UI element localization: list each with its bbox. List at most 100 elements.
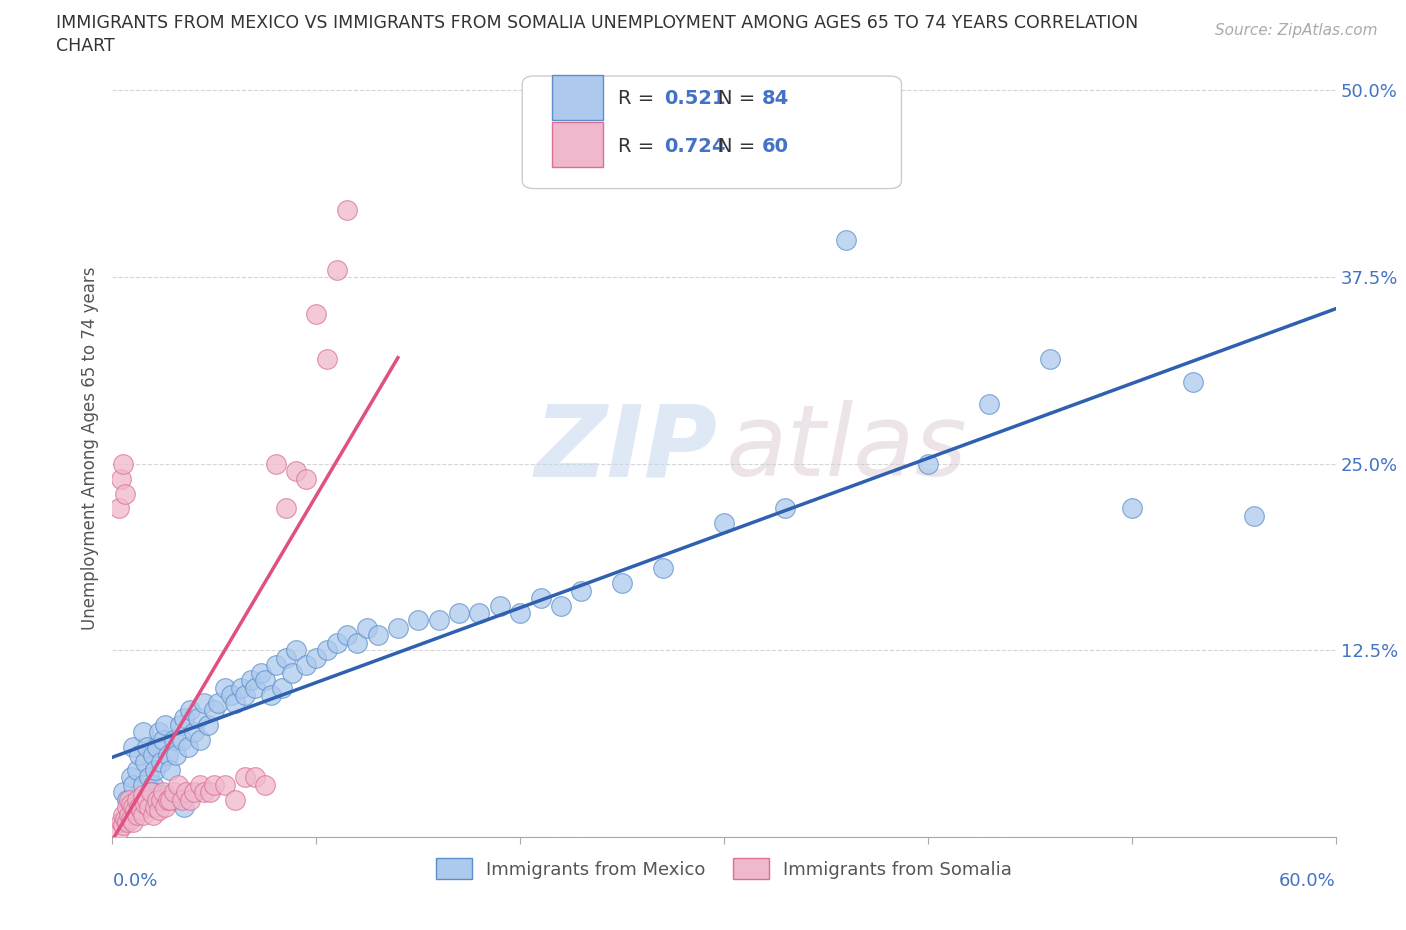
Point — [115, 792, 138, 807]
Point — [125, 792, 148, 807]
Text: N =: N = — [718, 137, 762, 155]
Text: R =: R = — [617, 89, 661, 108]
Point — [550, 598, 572, 613]
FancyBboxPatch shape — [551, 122, 603, 167]
Point — [193, 785, 215, 800]
Point — [114, 486, 136, 501]
Point — [408, 613, 430, 628]
Point — [128, 748, 150, 763]
FancyBboxPatch shape — [551, 74, 603, 120]
Point — [136, 740, 159, 755]
Point — [179, 792, 201, 807]
Point — [245, 770, 267, 785]
Point — [315, 352, 337, 366]
Text: R =: R = — [617, 137, 661, 155]
Text: N =: N = — [718, 89, 762, 108]
Point — [107, 822, 129, 837]
Text: 0.521: 0.521 — [664, 89, 725, 108]
Point — [207, 695, 229, 710]
Point — [219, 687, 242, 702]
Point — [1181, 374, 1204, 389]
Y-axis label: Unemployment Among Ages 65 to 74 years: Unemployment Among Ages 65 to 74 years — [80, 267, 98, 631]
Point — [295, 658, 318, 672]
Point — [224, 792, 246, 807]
Text: 60: 60 — [762, 137, 789, 155]
Legend: Immigrants from Mexico, Immigrants from Somalia: Immigrants from Mexico, Immigrants from … — [429, 851, 1019, 886]
Point — [468, 605, 491, 620]
Point — [187, 711, 209, 725]
Point — [529, 591, 551, 605]
Point — [652, 561, 675, 576]
Point — [174, 785, 197, 800]
Point — [193, 695, 215, 710]
Point — [274, 650, 297, 665]
Point — [173, 800, 195, 815]
Point — [170, 792, 193, 807]
Text: 0.0%: 0.0% — [112, 872, 157, 890]
Text: 60.0%: 60.0% — [1279, 872, 1336, 890]
Point — [162, 792, 186, 807]
Point — [835, 232, 858, 247]
Point — [233, 687, 256, 702]
Point — [120, 797, 142, 812]
Point — [284, 643, 307, 658]
Point — [427, 613, 450, 628]
Point — [156, 792, 179, 807]
Point — [120, 812, 142, 827]
Point — [162, 733, 186, 748]
Point — [204, 703, 226, 718]
Point — [177, 740, 200, 755]
Point — [245, 680, 267, 695]
Point — [284, 464, 307, 479]
Point — [155, 718, 177, 733]
Point — [162, 785, 186, 800]
Point — [142, 807, 165, 822]
Point — [305, 650, 328, 665]
Text: 0.724: 0.724 — [664, 137, 725, 155]
Point — [325, 262, 349, 277]
Text: Source: ZipAtlas.com: Source: ZipAtlas.com — [1215, 23, 1378, 38]
Point — [132, 725, 155, 740]
Point — [152, 788, 174, 803]
Point — [146, 740, 169, 755]
Point — [979, 396, 1001, 411]
Point — [170, 733, 193, 748]
Point — [447, 605, 470, 620]
Point — [121, 800, 145, 815]
Point — [571, 583, 593, 598]
Point — [254, 777, 277, 792]
Point — [204, 777, 226, 792]
FancyBboxPatch shape — [522, 76, 901, 189]
Point — [115, 800, 138, 815]
Point — [111, 457, 134, 472]
Point — [143, 800, 166, 815]
Point — [121, 777, 145, 792]
Point — [159, 792, 181, 807]
Point — [148, 803, 170, 817]
Point — [142, 748, 165, 763]
Point — [146, 792, 169, 807]
Text: atlas: atlas — [725, 400, 967, 498]
Point — [107, 501, 129, 516]
Point — [1039, 352, 1062, 366]
Point — [264, 457, 287, 472]
Point — [489, 598, 512, 613]
Point — [155, 800, 177, 815]
Text: ZIP: ZIP — [534, 400, 717, 498]
Point — [132, 788, 155, 803]
Point — [315, 643, 337, 658]
Point — [143, 763, 166, 777]
Point — [336, 203, 359, 218]
Point — [214, 680, 236, 695]
Point — [713, 516, 735, 531]
Point — [233, 770, 256, 785]
Point — [188, 777, 211, 792]
Point — [114, 812, 136, 827]
Text: CHART: CHART — [56, 37, 115, 55]
Point — [250, 665, 273, 680]
Point — [346, 635, 368, 650]
Point — [121, 740, 145, 755]
Point — [142, 785, 165, 800]
Point — [773, 501, 796, 516]
Point — [197, 718, 219, 733]
